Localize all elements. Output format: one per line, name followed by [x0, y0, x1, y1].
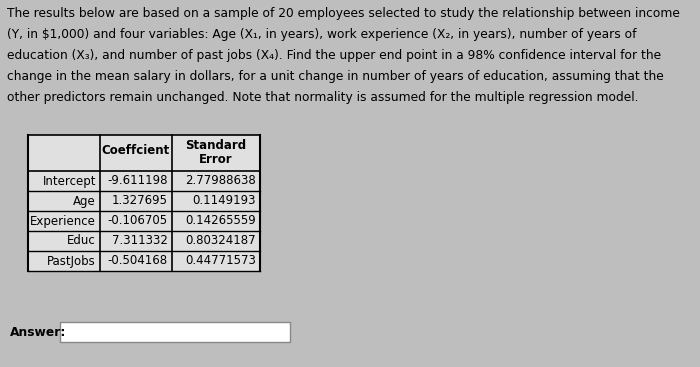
Text: Answer:: Answer: — [10, 326, 66, 338]
Text: change in the mean salary in dollars, for a unit change in number of years of ed: change in the mean salary in dollars, fo… — [7, 70, 664, 83]
Text: 2.77988638: 2.77988638 — [186, 174, 256, 188]
Text: 0.44771573: 0.44771573 — [185, 254, 256, 268]
Text: Experience: Experience — [30, 214, 96, 228]
Bar — [28, 231, 260, 251]
Text: (Y, in $1,000) and four variables: Age (X₁, in years), work experience (X₂, in y: (Y, in $1,000) and four variables: Age (… — [7, 28, 636, 41]
Bar — [28, 251, 260, 271]
Text: education (X₃), and number of past jobs (X₄). Find the upper end point in a 98% : education (X₃), and number of past jobs … — [7, 49, 661, 62]
Text: -9.611198: -9.611198 — [108, 174, 168, 188]
Text: Educ: Educ — [67, 235, 96, 247]
Bar — [28, 191, 260, 211]
Text: 7.311332: 7.311332 — [112, 235, 168, 247]
Text: 0.1149193: 0.1149193 — [193, 195, 256, 207]
Bar — [28, 211, 260, 231]
Text: Intercept: Intercept — [43, 174, 96, 188]
Text: Error: Error — [199, 153, 233, 166]
Bar — [28, 171, 260, 191]
Text: Age: Age — [74, 195, 96, 207]
Bar — [60, 322, 290, 342]
Text: Standard: Standard — [186, 139, 246, 152]
Text: 1.327695: 1.327695 — [112, 195, 168, 207]
Text: -0.504168: -0.504168 — [108, 254, 168, 268]
Text: Coeffcient: Coeffcient — [102, 145, 170, 157]
Text: 0.14265559: 0.14265559 — [186, 214, 256, 228]
Text: -0.106705: -0.106705 — [108, 214, 168, 228]
Text: other predictors remain unchanged. Note that normality is assumed for the multip: other predictors remain unchanged. Note … — [7, 91, 638, 104]
Bar — [28, 135, 260, 171]
Text: The results below are based on a sample of 20 employees selected to study the re: The results below are based on a sample … — [7, 7, 680, 20]
Text: PastJobs: PastJobs — [48, 254, 96, 268]
Text: 0.80324187: 0.80324187 — [186, 235, 256, 247]
